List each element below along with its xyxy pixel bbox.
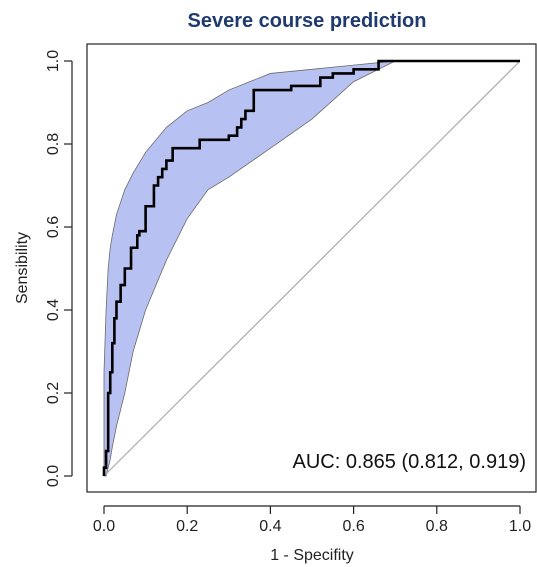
y-tick-label: 0.8: [45, 133, 62, 155]
x-tick-label: 0.6: [342, 518, 364, 535]
y-tick-label: 0.2: [45, 382, 62, 404]
x-tick-label: 0.8: [426, 518, 448, 535]
diagonal-reference-line: [103, 60, 521, 477]
y-tick-label: 0.0: [45, 465, 62, 487]
y-tick-label: 0.4: [45, 299, 62, 321]
y-tick-label: 0.6: [45, 216, 62, 238]
plot-frame: [86, 43, 537, 493]
roc-curve-line: [102, 59, 520, 476]
x-tick-label: 0.0: [93, 518, 115, 535]
plot-area: 0.0 0.2 0.4 0.6 0.8 1.0 0.0 0.2 0.4 0.6 0.8 1.0: [45, 43, 537, 535]
x-tick-label: 0.4: [259, 518, 281, 535]
x-axis-label: 1 - Specifity: [270, 547, 354, 564]
y-tick-label: 1.0: [45, 50, 62, 72]
chart-title: Severe course prediction: [188, 10, 427, 32]
auc-annotation: AUC: 0.865 (0.812, 0.919): [293, 451, 526, 473]
x-tick-label: 0.2: [176, 518, 198, 535]
y-axis-label: Sensibility: [14, 232, 31, 304]
x-tick-label: 1.0: [509, 518, 531, 535]
